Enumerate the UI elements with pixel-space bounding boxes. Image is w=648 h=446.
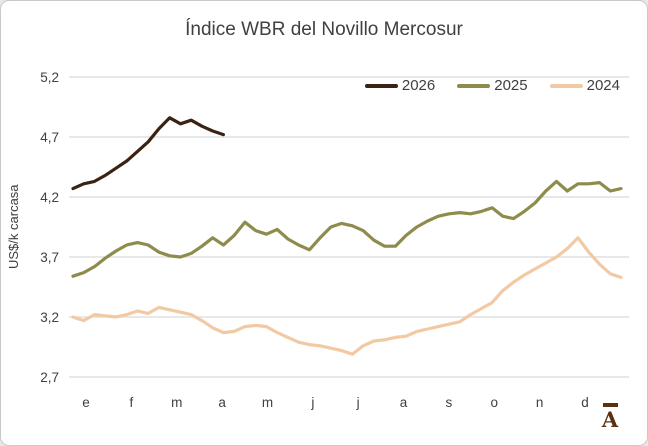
x-tick-label: m <box>171 395 182 410</box>
brand-logo: A <box>600 403 620 430</box>
logo-letter: A <box>601 407 619 432</box>
series-line-2024 <box>71 236 623 356</box>
legend-line-icon <box>549 83 583 88</box>
y-tick-label: 4,7 <box>40 130 59 145</box>
legend-line-icon <box>457 83 491 88</box>
x-tick-label: e <box>82 395 90 410</box>
y-tick-label: 3,7 <box>40 250 59 265</box>
x-tick-label: o <box>491 395 499 410</box>
logo-macron-bar-icon <box>602 403 618 407</box>
legend-label: 2026 <box>401 77 436 94</box>
x-tick-label: d <box>581 395 589 410</box>
legend-item-2025: 2025 <box>457 77 528 94</box>
x-tick-label: m <box>262 395 273 410</box>
y-tick-label: 5,2 <box>40 70 59 85</box>
legend-label: 2025 <box>494 77 528 94</box>
x-tick-label: s <box>446 395 453 410</box>
x-tick-label: a <box>400 395 408 410</box>
x-tick-label: a <box>218 395 226 410</box>
x-tick-label: j <box>310 395 314 410</box>
series-line-2026 <box>71 116 225 191</box>
series-line-2025 <box>71 179 623 278</box>
legend-item-2024: 2024 <box>549 77 620 94</box>
x-tick-label: n <box>536 395 544 410</box>
y-axis-title: US$/k carcasa <box>6 184 21 269</box>
legend-label: 2024 <box>586 77 620 94</box>
legend-line-icon <box>364 83 398 88</box>
legend: 2026 2025 2024 <box>364 77 620 94</box>
x-tick-label: j <box>356 395 360 410</box>
y-tick-label: 4,2 <box>40 190 59 205</box>
y-tick-label: 2,7 <box>40 370 59 385</box>
chart-title: Índice WBR del Novillo Mercosur <box>185 19 463 40</box>
legend-item-2026: 2026 <box>364 77 436 94</box>
y-tick-label: 3,2 <box>40 310 59 325</box>
x-tick-label: f <box>129 395 133 410</box>
